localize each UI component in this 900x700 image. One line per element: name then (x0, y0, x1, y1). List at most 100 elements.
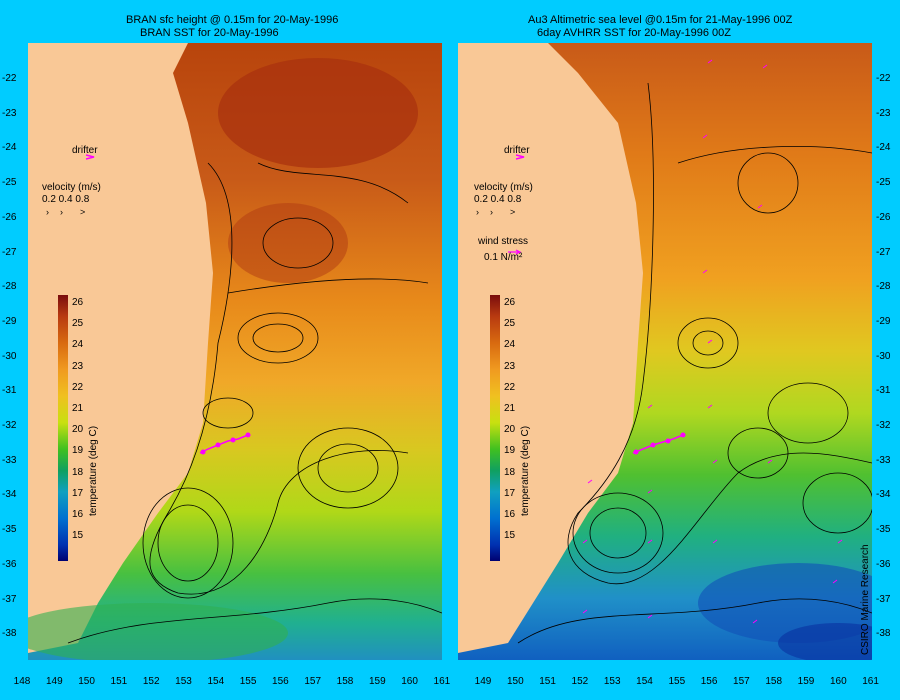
left-y-tick: -23 (2, 107, 17, 119)
right-y-tick: -28 (876, 281, 891, 293)
right-x-tick: 156 (700, 676, 718, 687)
right-wind-stress-label: wind stress (478, 236, 529, 247)
left-y-tick: -29 (2, 315, 17, 327)
colorbar-tick: 17 (72, 487, 84, 499)
left-y-tick: -33 (2, 454, 17, 466)
left-y-tick: -22 (2, 73, 17, 84)
colorbar-tick: 16 (72, 509, 84, 520)
left-x-tick: 152 (142, 676, 160, 687)
left-y-tick: -28 (2, 281, 17, 293)
left-ocean-sst (28, 43, 442, 660)
right-y-tick: -33 (876, 454, 891, 466)
right-wind-stress-arrows (582, 59, 843, 624)
right-title-line1: Au3 Altimetric sea level @0.15m for 21-M… (528, 14, 793, 26)
left-y-tick: -30 (2, 350, 17, 362)
right-contours (517, 82, 872, 644)
left-y-tick: -38 (2, 628, 17, 640)
colorbar-tick: 25 (72, 318, 84, 330)
left-x-tick: 149 (45, 676, 63, 687)
colorbar-tick: 21 (72, 403, 84, 414)
svg-text:>: > (510, 207, 515, 217)
right-x-tick: 154 (636, 676, 653, 687)
left-y-tick: -25 (2, 177, 17, 189)
right-map-graphic: › › > (458, 43, 872, 660)
right-x-tick: 160 (829, 676, 847, 687)
left-colorbar (58, 295, 68, 561)
left-x-tick: 160 (401, 676, 418, 687)
right-y-tick: -23 (876, 107, 891, 119)
right-x-tick: 161 (862, 676, 879, 687)
svg-text:›: › (476, 207, 479, 217)
svg-text:>: > (80, 207, 85, 217)
credit-label: CSIRO Marine Research (860, 544, 871, 655)
left-x-tick: 159 (368, 676, 386, 687)
right-drifter-track (632, 432, 686, 455)
right-x-tick: 158 (765, 676, 783, 687)
right-x-tick: 155 (668, 676, 686, 687)
colorbar-tick: 16 (504, 509, 516, 520)
right-x-tick: 157 (733, 676, 750, 687)
colorbar-tick: 24 (72, 339, 84, 351)
right-y-tick: -35 (876, 524, 891, 536)
colorbar-tick: 24 (504, 339, 516, 351)
left-y-tick: -31 (2, 385, 17, 397)
left-drifter-track (199, 432, 251, 455)
colorbar-tick: 22 (504, 381, 516, 393)
colorbar-tick: 23 (72, 360, 84, 372)
colorbar-tick: 20 (504, 424, 516, 436)
colorbar-tick: 20 (72, 424, 84, 436)
right-y-tick: -25 (876, 177, 891, 189)
left-x-tick: 158 (336, 676, 354, 687)
left-x-tick: 161 (433, 676, 451, 687)
colorbar-tick: 25 (504, 318, 516, 330)
left-y-tick: -27 (2, 246, 17, 258)
left-y-tick: -36 (2, 558, 17, 570)
colorbar-tick: 21 (504, 403, 516, 414)
colorbar-tick: 15 (504, 530, 516, 542)
svg-text:›: › (60, 207, 63, 217)
left-x-tick: 155 (239, 676, 257, 687)
right-title-line2: 6day AVHRR SST for 20-May-1996 00Z (537, 27, 732, 39)
colorbar-tick: 18 (504, 466, 516, 478)
left-y-tick: -24 (2, 142, 17, 154)
left-y-tick: -26 (2, 211, 17, 223)
left-x-tick: 154 (207, 676, 225, 687)
right-velocity-label: velocity (m/s) (474, 182, 533, 193)
left-y-tick: -37 (2, 593, 17, 605)
colorbar-tick: 26 (72, 297, 84, 308)
left-x-tick: 151 (110, 676, 128, 687)
right-y-tick: -30 (876, 350, 891, 362)
left-colorbar-label: temperature (deg C) (88, 425, 99, 516)
colorbar-tick: 18 (72, 466, 84, 478)
right-x-tick: 151 (539, 676, 556, 687)
right-y-tick: -22 (876, 73, 891, 84)
left-y-tick: -32 (2, 420, 17, 431)
right-y-tick: -36 (876, 558, 891, 570)
right-drifter-label: drifter (504, 145, 530, 156)
right-y-tick: -37 (876, 593, 891, 605)
left-x-tick: 156 (272, 676, 289, 687)
left-y-tick: -35 (2, 524, 17, 536)
right-y-tick: -38 (876, 628, 891, 640)
left-x-tick: 148 (13, 676, 31, 687)
right-x-tick: 149 (474, 676, 492, 687)
colorbar-tick: 26 (504, 297, 516, 308)
right-wind-stress-scale: 0.1 N/m² (484, 252, 523, 263)
right-y-tick: -31 (876, 385, 891, 397)
colorbar-tick: 23 (504, 360, 516, 372)
left-x-tick: 150 (78, 676, 95, 687)
right-y-tick: -34 (876, 489, 891, 501)
left-x-tick: 157 (304, 676, 322, 687)
right-colorbar-label: temperature (deg C) (520, 425, 531, 516)
left-drifter-label: drifter (72, 145, 98, 156)
right-x-tick: 153 (603, 676, 621, 687)
right-y-tick: -29 (876, 315, 891, 327)
right-y-tick: -32 (876, 420, 891, 431)
left-title-line1: BRAN sfc height @ 0.15m for 20-May-1996 (126, 14, 339, 26)
svg-text:›: › (46, 207, 49, 217)
left-contours (67, 162, 442, 644)
right-velocity-scale: 0.2 0.4 0.8 (474, 194, 522, 205)
right-colorbar (490, 295, 500, 561)
left-map-graphic: › › > (28, 43, 442, 660)
right-y-tick: -26 (876, 211, 891, 223)
